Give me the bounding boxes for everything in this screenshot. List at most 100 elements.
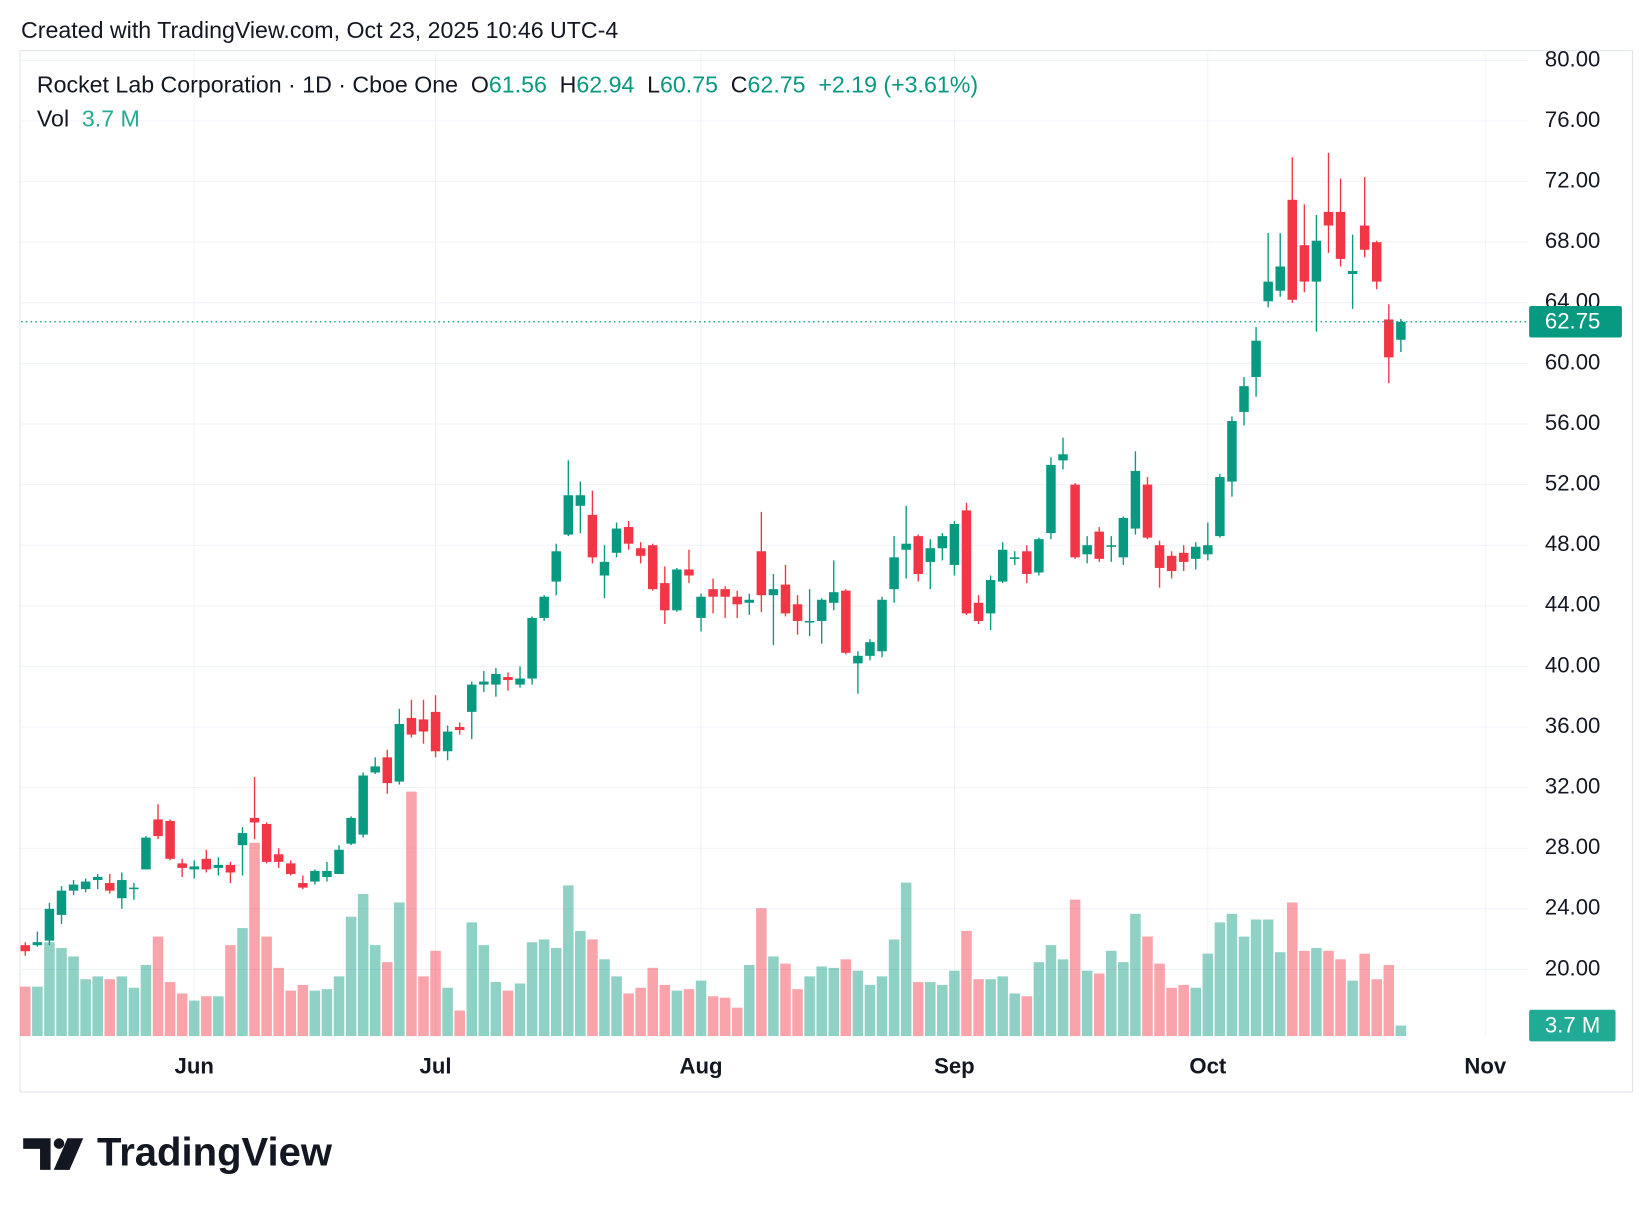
candle-body xyxy=(1203,545,1213,555)
candle-body xyxy=(1263,281,1273,302)
volume-bar xyxy=(937,984,948,1037)
volume-bar xyxy=(538,939,550,1037)
volume-bar xyxy=(888,939,900,1037)
volume-bar xyxy=(454,1010,465,1037)
volume-bar xyxy=(514,983,526,1037)
volume-bar xyxy=(140,965,152,1037)
candle-body xyxy=(1166,555,1177,571)
volume-bar xyxy=(80,979,91,1037)
candle-body xyxy=(503,677,513,681)
y-tick-label: 48.00 xyxy=(1545,531,1600,556)
volume-bar xyxy=(56,947,67,1037)
volume-bar xyxy=(249,842,260,1037)
legend-o-label: O xyxy=(471,72,489,98)
candle-body xyxy=(189,866,199,870)
candle-body xyxy=(768,589,779,596)
candle-body xyxy=(587,514,598,558)
volume-bar xyxy=(780,963,791,1037)
volume-bar xyxy=(128,987,140,1037)
x-tick-label: Nov xyxy=(1464,1054,1506,1079)
candle-body xyxy=(744,599,755,603)
logo-mark xyxy=(23,1138,51,1170)
volume-bar xyxy=(176,993,188,1037)
volume-bar xyxy=(309,990,321,1037)
candle-body xyxy=(804,620,815,623)
volume-bar xyxy=(442,987,453,1037)
y-tick-label: 72.00 xyxy=(1545,167,1600,192)
volume-bar xyxy=(321,989,333,1037)
candle-body xyxy=(237,833,248,846)
volume-bar xyxy=(382,962,393,1037)
legend-change: +2.19 (+3.61%) xyxy=(818,72,978,98)
candle-body xyxy=(1046,464,1056,534)
volume-bar xyxy=(828,967,840,1037)
volume-bar xyxy=(1202,953,1214,1037)
y-tick-label: 28.00 xyxy=(1545,834,1600,859)
volume-bar xyxy=(1178,984,1189,1037)
last-price-badge xyxy=(1529,305,1622,338)
x-tick-label: Aug xyxy=(680,1054,723,1079)
volume-bar xyxy=(1238,936,1250,1037)
candle-body xyxy=(201,858,212,870)
volume-bar xyxy=(1093,973,1105,1037)
volume-bar xyxy=(792,989,803,1037)
volume-bar xyxy=(744,965,755,1037)
x-tick-label: Jul xyxy=(420,1054,452,1079)
volume-bar xyxy=(32,986,43,1037)
volume-bar xyxy=(804,976,815,1037)
volume-bar xyxy=(418,976,429,1037)
candle-body xyxy=(551,551,561,582)
volume-bar xyxy=(68,956,79,1037)
volume-bar xyxy=(1347,980,1358,1037)
candle-body xyxy=(563,495,574,535)
candle-body xyxy=(454,727,465,731)
volume-bar xyxy=(1250,919,1262,1037)
volume-bar xyxy=(659,984,671,1037)
volume-bar xyxy=(1274,952,1286,1037)
candle-body xyxy=(611,528,622,553)
candle-body xyxy=(720,589,730,597)
candle-body xyxy=(1082,545,1092,555)
candle-body xyxy=(1058,454,1068,461)
candle-body xyxy=(599,561,610,576)
candle-body xyxy=(877,599,887,652)
volume-bar xyxy=(1045,945,1057,1037)
legend-open: 61.56 xyxy=(489,72,547,98)
volume-bar xyxy=(1106,950,1117,1037)
candle-body xyxy=(80,881,91,890)
axes: 20.00 24.00 28.00 32.00 36.00 40.00 44.00 48.00… xyxy=(21,46,1622,1079)
volume-bar xyxy=(599,959,610,1037)
candle-body xyxy=(913,536,923,575)
candle-body xyxy=(1130,470,1141,529)
candle-body xyxy=(382,757,393,784)
volume-bar xyxy=(876,976,888,1037)
candle-body xyxy=(1323,211,1334,226)
volume-bar xyxy=(1009,993,1021,1037)
volume-bar xyxy=(297,984,309,1037)
volume-bar xyxy=(852,970,864,1037)
y-tick-label: 24.00 xyxy=(1545,895,1600,920)
candle-body xyxy=(153,819,163,837)
candle-body xyxy=(829,592,839,603)
volume-bar xyxy=(671,990,683,1037)
volume-bar xyxy=(1118,962,1129,1037)
candle-body xyxy=(105,883,115,891)
candle-body xyxy=(684,569,694,576)
candle-body xyxy=(696,596,706,618)
volume-bar xyxy=(20,986,31,1037)
candle-body xyxy=(635,548,646,556)
candle-body xyxy=(1359,225,1370,250)
y-tick-label: 36.00 xyxy=(1545,713,1600,738)
volume-bar xyxy=(466,922,478,1037)
y-tick-label: 60.00 xyxy=(1545,349,1600,374)
candle-body xyxy=(1178,552,1189,562)
candle-body xyxy=(1311,240,1322,282)
candle-body xyxy=(985,580,996,614)
volume-bar xyxy=(1130,913,1141,1037)
candle-body xyxy=(889,557,899,590)
candle-body xyxy=(925,548,936,562)
y-tick-label: 52.00 xyxy=(1545,470,1600,495)
legend-volume: Vol 3.7 M xyxy=(37,105,140,131)
candle-body xyxy=(1287,199,1298,300)
candle-body xyxy=(780,584,791,614)
